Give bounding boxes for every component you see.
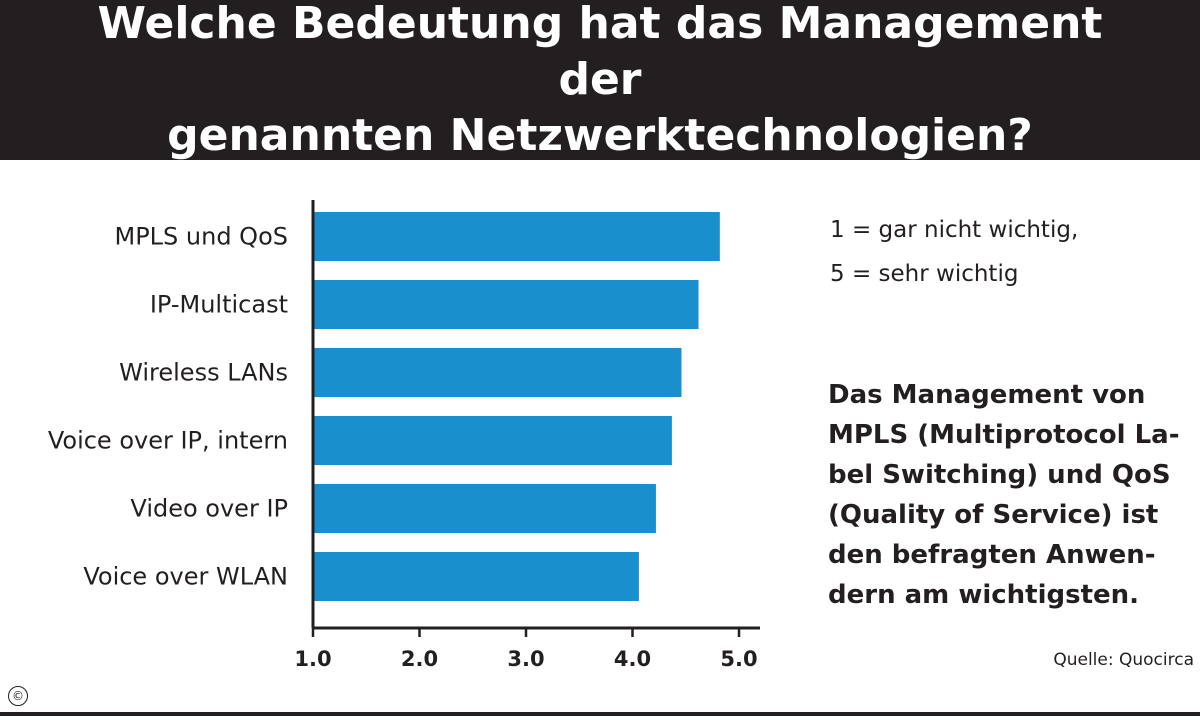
bar	[313, 552, 639, 601]
bar	[313, 212, 720, 261]
bottom-rule	[0, 712, 1200, 716]
chart-title: Welche Bedeutung hat das Management der …	[97, 0, 1103, 161]
legend-line-1: 1 = gar nicht wichtig,	[830, 217, 1079, 243]
bar	[313, 416, 672, 465]
x-tick-label: 4.0	[614, 647, 651, 671]
legend: 1 = gar nicht wichtig, 5 = sehr wichtig	[830, 210, 1078, 298]
category-label: Video over IP	[130, 495, 288, 523]
bar	[313, 280, 699, 329]
category-label: Voice over IP, intern	[48, 427, 288, 455]
bar	[313, 484, 656, 533]
title-band: Welche Bedeutung hat das Management der …	[0, 0, 1200, 161]
source-label: Quelle: Quocirca	[1053, 650, 1194, 670]
category-label: IP-Multicast	[150, 291, 288, 319]
x-tick-label: 2.0	[401, 647, 438, 671]
category-label: Wireless LANs	[119, 359, 288, 387]
legend-line-2: 5 = sehr wichtig	[830, 261, 1019, 287]
bar-chart: MPLS und QoS IP-Multicast Wireless LANs Voi…	[48, 200, 760, 671]
note-text: Das Management von MPLS (Multiprotocol L…	[828, 380, 1180, 610]
x-tick-label: 1.0	[294, 647, 331, 671]
x-tick-label: 5.0	[720, 647, 757, 671]
bar	[313, 348, 682, 397]
category-label: Voice over WLAN	[83, 563, 288, 591]
category-label: MPLS und QoS	[114, 223, 288, 251]
copyright-icon: ©	[8, 686, 28, 706]
x-tick-label: 3.0	[507, 647, 544, 671]
